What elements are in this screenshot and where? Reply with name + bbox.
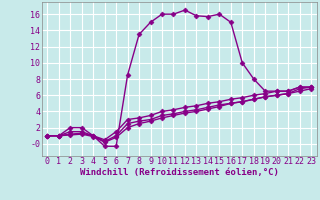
X-axis label: Windchill (Refroidissement éolien,°C): Windchill (Refroidissement éolien,°C): [80, 168, 279, 177]
